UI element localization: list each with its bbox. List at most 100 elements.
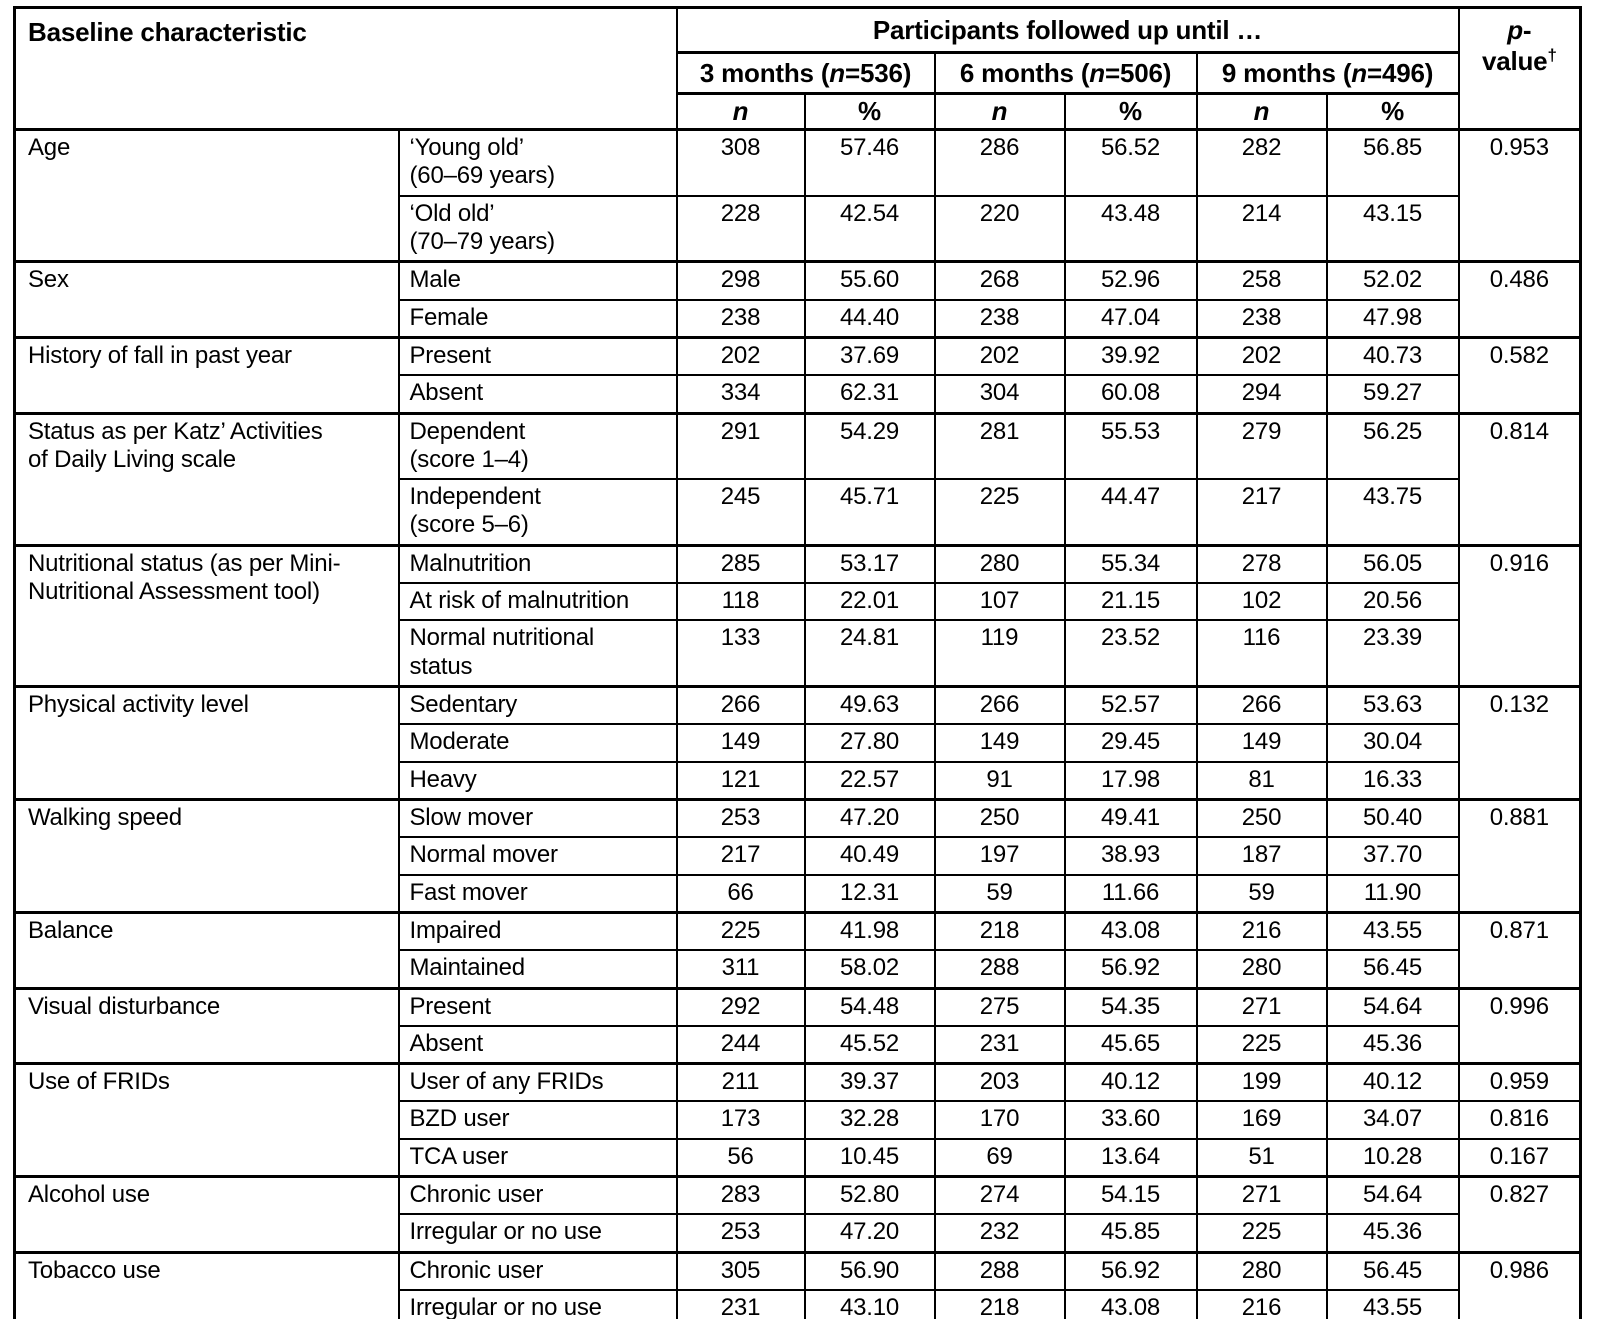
percent-cell: 43.55 (1325, 1289, 1460, 1319)
p-value-cell: 0.827 (1457, 1175, 1582, 1254)
p-value-cell: 0.582 (1457, 335, 1582, 414)
n-cell: 59 (933, 873, 1066, 914)
percent-cell: 37.70 (1325, 836, 1460, 876)
n-cell: 225 (675, 910, 806, 952)
baseline-characteristic-header: Baseline characteristic (13, 6, 678, 131)
n-cell: 107 (933, 582, 1066, 622)
percent-cell: 52.96 (1063, 260, 1198, 301)
month-header-3: 3 months (n=536) (675, 51, 936, 95)
n-cell: 250 (933, 797, 1066, 839)
n-cell: 266 (933, 685, 1066, 726)
n-cell: 280 (933, 543, 1066, 585)
n-cell: 288 (933, 949, 1066, 989)
category-cell: Present (397, 335, 678, 377)
characteristic-cell: Visual disturbance (13, 986, 400, 1065)
percent-cell: 56.52 (1063, 127, 1198, 197)
category-cell: Absent (397, 1024, 678, 1065)
n-cell: 238 (675, 298, 806, 339)
n-cell: 268 (933, 260, 1066, 301)
percent-cell: 20.56 (1325, 582, 1460, 622)
category-cell: ‘Old old’ (70–79 years) (397, 194, 678, 263)
table-body: Age ‘Young old’ (60–69 years) 308 57.46 286 5… (13, 127, 1582, 1319)
percent-cell: 54.64 (1325, 1175, 1460, 1216)
p-value-header: p- value† (1457, 6, 1582, 131)
table-row: Female 238 44.40 238 47.04 238 47.98 (15, 298, 1581, 339)
n-cell: 91 (933, 760, 1066, 801)
percent-cell: 21.15 (1063, 582, 1198, 622)
percent-header: % (1325, 92, 1460, 131)
table-row: Visual disturbance Present 292 54.48 275 54.3… (13, 986, 1582, 1065)
p-italic: p (1507, 15, 1523, 45)
table-row: Normal mover 217 40.49 197 38.93 187 37.70 (15, 836, 1581, 876)
category-cell: Normal nutritional status (397, 619, 678, 688)
header-row-top: Baseline characteristic Participants fol… (13, 6, 1582, 131)
percent-cell: 38.93 (1063, 836, 1198, 876)
n-cell: 118 (675, 582, 806, 622)
percent-cell: 44.40 (803, 298, 936, 339)
category-cell: BZD user (397, 1100, 678, 1140)
percent-cell: 54.15 (1063, 1175, 1198, 1216)
percent-cell: 43.55 (1325, 910, 1460, 952)
percent-cell: 23.39 (1325, 619, 1460, 688)
n-cell: 69 (933, 1137, 1066, 1178)
n-cell: 218 (933, 1289, 1066, 1319)
category-cell: Absent (397, 374, 678, 414)
dagger-superscript: † (1547, 45, 1557, 65)
table-row: Tobacco use Chronic user 305 56.90 288 56.92 2… (13, 1250, 1582, 1319)
percent-cell: 56.92 (1063, 949, 1198, 989)
n-cell: 173 (675, 1100, 806, 1140)
n-cell: 211 (675, 1062, 806, 1103)
n-header: n (675, 92, 806, 131)
percent-cell: 56.85 (1325, 127, 1460, 197)
percent-cell: 42.54 (803, 194, 936, 263)
header-row-months: 3 months (n=536) 6 months (n=506) 9 mont… (15, 51, 1581, 95)
percent-cell: 40.12 (1063, 1062, 1198, 1103)
percent-cell: 58.02 (803, 949, 936, 989)
n-cell: 66 (675, 873, 806, 914)
percent-cell: 39.37 (803, 1062, 936, 1103)
percent-cell: 43.08 (1063, 910, 1198, 952)
percent-cell: 45.36 (1325, 1024, 1460, 1065)
category-cell: Chronic user (397, 1250, 678, 1291)
p-value-cell: 0.167 (1457, 1137, 1582, 1178)
percent-cell: 56.92 (1063, 1250, 1198, 1291)
n-cell: 275 (933, 986, 1066, 1027)
characteristic-cell: Nutritional status (as per Mini- Nutriti… (13, 543, 400, 688)
n-cell: 202 (1195, 335, 1328, 377)
percent-cell: 12.31 (803, 873, 936, 914)
percent-cell: 29.45 (1063, 723, 1198, 763)
n-cell: 149 (933, 723, 1066, 763)
n-cell: 133 (675, 619, 806, 688)
table-row: Moderate 149 27.80 149 29.45 149 30.04 (15, 723, 1581, 763)
n-cell: 231 (933, 1024, 1066, 1065)
percent-cell: 53.63 (1325, 685, 1460, 726)
percent-cell: 56.90 (803, 1250, 936, 1291)
table-row: Irregular or no use 231 43.10 218 43.08 216 43… (15, 1289, 1581, 1319)
n-cell: 271 (1195, 986, 1328, 1027)
percent-cell: 10.45 (803, 1137, 936, 1178)
percent-cell: 54.35 (1063, 986, 1198, 1027)
category-cell: Fast mover (397, 873, 678, 914)
percent-cell: 45.71 (803, 478, 936, 547)
n-cell: 288 (933, 1250, 1066, 1291)
table-header: Baseline characteristic Participants fol… (13, 6, 1582, 131)
n-cell: 281 (933, 411, 1066, 481)
n-cell: 203 (933, 1062, 1066, 1103)
category-cell: Maintained (397, 949, 678, 989)
p-value-cell: 0.916 (1457, 543, 1582, 688)
percent-cell: 40.49 (803, 836, 936, 876)
category-cell: Slow mover (397, 797, 678, 839)
percent-cell: 43.75 (1325, 478, 1460, 547)
n-cell: 199 (1195, 1062, 1328, 1103)
p-value-header-line2: value† (1461, 46, 1579, 77)
percent-cell: 52.57 (1063, 685, 1198, 726)
percent-cell: 23.52 (1063, 619, 1198, 688)
n-cell: 216 (1195, 910, 1328, 952)
percent-header: % (1063, 92, 1198, 131)
table-row: History of fall in past year Present 202 37… (13, 335, 1582, 414)
table-row: Status as per Katz’ Activities of Daily … (13, 411, 1582, 547)
percent-cell: 49.63 (803, 685, 936, 726)
p-value-cell: 0.881 (1457, 797, 1582, 914)
category-cell: Moderate (397, 723, 678, 763)
